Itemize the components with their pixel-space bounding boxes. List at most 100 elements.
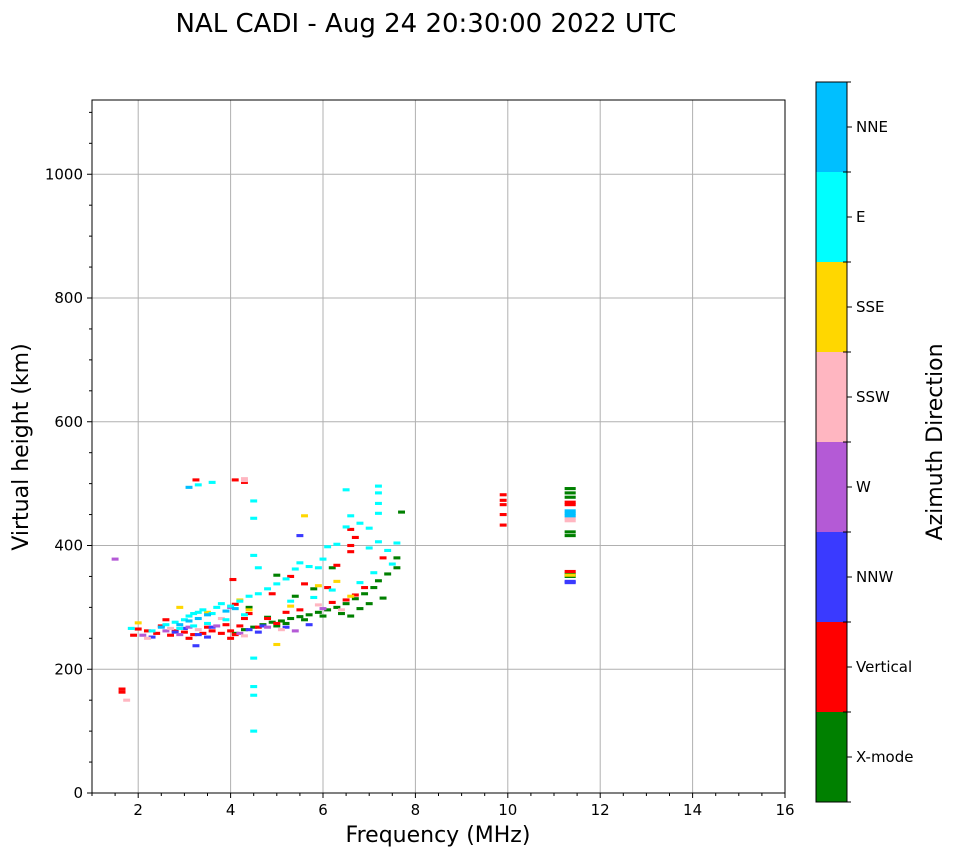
series-sse — [134, 514, 576, 647]
data-point — [333, 605, 341, 609]
data-point — [148, 629, 156, 633]
data-point — [130, 633, 138, 637]
data-point — [157, 625, 165, 629]
colorbar-tick-label: NNE — [856, 118, 888, 136]
data-point — [564, 569, 576, 574]
data-point — [291, 629, 299, 633]
data-point — [194, 483, 202, 487]
colorbar-segment — [816, 712, 847, 802]
data-point — [194, 610, 202, 614]
y-tick-label: 200 — [54, 660, 83, 678]
chart-title: NAL CADI - Aug 24 20:30:00 2022 UTC — [176, 9, 677, 39]
data-point — [259, 624, 267, 628]
data-point — [153, 631, 161, 635]
data-point — [208, 480, 216, 484]
data-point — [282, 610, 290, 614]
data-point — [296, 561, 304, 565]
data-point — [374, 579, 382, 583]
colorbar-tick-label: NNW — [856, 568, 893, 586]
data-point — [171, 620, 179, 624]
colorbar-frame — [815, 81, 848, 803]
data-point — [245, 628, 253, 632]
data-point — [384, 548, 392, 552]
series-nne — [157, 485, 576, 629]
data-point — [296, 615, 304, 619]
x-tick-label: 2 — [133, 801, 143, 819]
data-point — [273, 624, 281, 628]
data-point — [217, 602, 225, 606]
data-point — [351, 597, 359, 601]
data-point — [139, 633, 147, 637]
data-point — [564, 516, 576, 520]
data-point — [499, 523, 507, 527]
data-point — [333, 579, 341, 583]
data-point — [564, 514, 576, 518]
data-point — [388, 562, 396, 566]
data-point — [123, 698, 131, 702]
data-point — [347, 514, 355, 518]
colorbar-segment — [816, 82, 847, 172]
data-point — [227, 636, 235, 640]
data-point — [208, 629, 216, 633]
data-point — [229, 577, 237, 582]
data-point — [204, 635, 211, 639]
data-point — [185, 625, 193, 629]
data-point — [204, 610, 211, 614]
data-point — [301, 582, 308, 586]
colorbar-tick-label: X-mode — [856, 748, 913, 766]
data-point — [356, 521, 364, 525]
series-nnw — [148, 534, 576, 648]
data-point — [162, 629, 170, 633]
data-point — [273, 582, 281, 586]
data-point — [217, 616, 225, 621]
data-point — [379, 556, 387, 560]
data-point — [361, 592, 369, 596]
data-point — [254, 625, 262, 629]
colorbar-tick-label: E — [856, 208, 865, 226]
data-point — [118, 690, 126, 694]
data-point — [338, 612, 345, 616]
data-point — [194, 616, 202, 621]
data-point — [185, 485, 193, 489]
data-point — [564, 509, 576, 513]
data-point — [134, 627, 142, 631]
data-point — [192, 644, 200, 648]
data-point — [167, 633, 175, 637]
data-point — [118, 687, 126, 691]
data-point — [305, 623, 313, 627]
data-point — [564, 500, 576, 504]
data-point — [264, 625, 272, 629]
data-point — [240, 480, 248, 484]
data-point — [564, 573, 576, 577]
data-point — [134, 621, 142, 625]
data-point — [277, 619, 285, 623]
data-point — [111, 557, 119, 561]
data-point — [245, 594, 253, 598]
data-point — [171, 630, 179, 634]
data-point — [190, 612, 198, 616]
data-point — [374, 511, 382, 515]
data-point — [365, 602, 373, 606]
data-point — [499, 503, 507, 507]
data-point — [379, 596, 387, 600]
colorbar-segment — [816, 622, 847, 712]
grid — [92, 100, 786, 794]
data-point — [190, 633, 198, 637]
data-point — [250, 553, 258, 557]
data-point — [328, 566, 336, 570]
data-point — [194, 633, 202, 637]
data-point — [222, 623, 230, 627]
data-point — [245, 612, 253, 616]
data-point — [204, 625, 211, 629]
data-point — [231, 478, 239, 482]
data-point — [268, 620, 276, 624]
data-point — [356, 607, 364, 611]
data-point — [310, 587, 318, 591]
data-point — [393, 566, 401, 570]
data-point — [213, 605, 221, 609]
series-vertical — [118, 478, 576, 694]
data-point — [264, 616, 272, 621]
data-point — [162, 623, 170, 627]
data-point — [240, 628, 248, 632]
data-point — [250, 656, 258, 660]
